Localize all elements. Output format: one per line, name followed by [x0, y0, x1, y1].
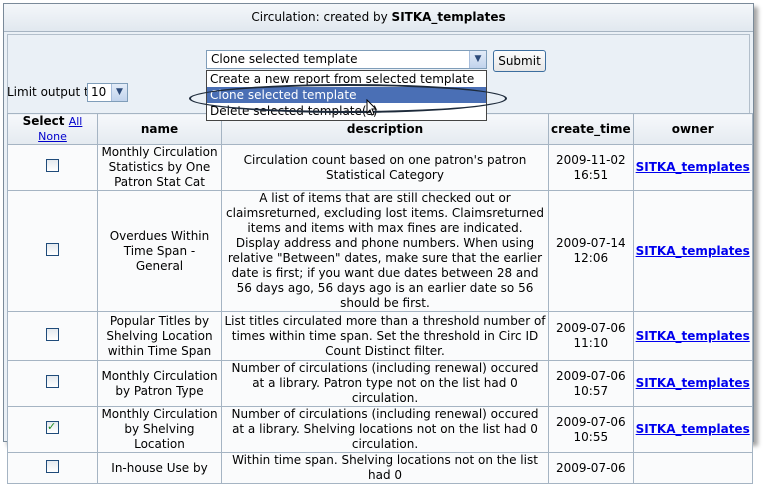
- row-description: List titles circulated more than a thres…: [221, 311, 549, 361]
- row-select-cell: [7, 311, 98, 361]
- owner-link[interactable]: SITKA_templates: [635, 243, 750, 258]
- table-row: Monthly Circulation by Patron Type Numbe…: [7, 360, 753, 407]
- select-all-link[interactable]: All: [68, 115, 83, 128]
- table-row: Monthly Circulation Statistics by One Pa…: [7, 144, 753, 191]
- owner-link[interactable]: SITKA_templates: [635, 160, 750, 174]
- templates-table: Select All None name description create_…: [7, 113, 753, 484]
- row-name: In-house Use by: [97, 452, 222, 484]
- header-select: Select All None: [7, 113, 98, 145]
- row-owner-cell: SITKA_templates: [632, 406, 753, 453]
- title-owner: SITKA_templates: [391, 10, 506, 24]
- select-none-link[interactable]: None: [38, 130, 67, 143]
- row-owner-cell: SITKA_templates: [632, 311, 753, 361]
- row-create-time: 2009-11-02 16:51: [548, 144, 634, 191]
- window-title: Circulation: created by SITKA_templates: [4, 4, 753, 32]
- row-owner-cell: SITKA_templates: [632, 360, 753, 407]
- header-name: name: [97, 113, 222, 145]
- row-create-time: 2009-07-06: [548, 452, 634, 484]
- row-select-cell: [7, 406, 98, 453]
- row-checkbox[interactable]: [46, 375, 59, 388]
- row-select-cell: [7, 190, 98, 312]
- row-description: A list of items that are still checked o…: [221, 190, 549, 312]
- row-owner-cell: [632, 452, 753, 484]
- dropdown-option-create[interactable]: Create a new report from selected templa…: [210, 72, 475, 86]
- row-create-time: 2009-07-14 12:06: [548, 190, 634, 312]
- owner-link[interactable]: SITKA_templates: [635, 328, 750, 343]
- row-name: Overdues Within Time Span - General: [97, 190, 222, 312]
- owner-link[interactable]: SITKA_templates: [635, 422, 750, 436]
- header-select-label: Select: [22, 114, 65, 128]
- row-name: Monthly Circulation Statistics by One Pa…: [97, 144, 222, 191]
- row-description: Within time span. Shelving locations not…: [221, 452, 549, 484]
- row-create-time: 2009-07-06 10:57: [548, 360, 634, 407]
- header-create-time: create_time: [548, 113, 634, 145]
- row-checkbox[interactable]: [46, 159, 59, 172]
- mouse-pointer-icon: [366, 99, 378, 116]
- row-create-time: 2009-07-06 10:55: [548, 406, 634, 453]
- row-name: Monthly Circulation by Shelving Location: [97, 406, 222, 453]
- row-description: Number of circulations (including renewa…: [221, 360, 549, 407]
- row-select-cell: [7, 144, 98, 191]
- row-checkbox[interactable]: [46, 419, 59, 434]
- row-owner-cell: SITKA_templates: [632, 144, 753, 191]
- limit-label: Limit output to: [7, 85, 97, 99]
- table-row: Monthly Circulation by Shelving Location…: [7, 406, 753, 453]
- limit-select-value: 10: [91, 85, 107, 99]
- row-name: Popular Titles by Shelving Location with…: [97, 311, 222, 361]
- table-row: Overdues Within Time Span - General A li…: [7, 190, 753, 312]
- row-description: Number of circulations (including renewa…: [221, 406, 549, 453]
- row-create-time: 2009-07-06 11:10: [548, 311, 634, 361]
- action-select-value: Clone selected template: [211, 52, 358, 66]
- row-checkbox[interactable]: [46, 327, 59, 341]
- title-prefix: Circulation: created by: [251, 10, 392, 24]
- table-row: Popular Titles by Shelving Location with…: [7, 311, 753, 361]
- chevron-down-icon[interactable]: ▼: [111, 84, 127, 101]
- limit-select[interactable]: 10 ▼: [87, 83, 128, 102]
- highlight-ellipse: [189, 84, 507, 113]
- row-name: Monthly Circulation by Patron Type: [97, 360, 222, 407]
- submit-button[interactable]: Submit: [493, 50, 546, 72]
- row-select-cell: [7, 452, 98, 484]
- row-checkbox[interactable]: [46, 459, 59, 473]
- row-select-cell: [7, 360, 98, 407]
- row-checkbox[interactable]: [46, 242, 59, 256]
- row-owner-cell: SITKA_templates: [632, 190, 753, 312]
- owner-link[interactable]: SITKA_templates: [635, 376, 750, 390]
- table-row: In-house Use by Within time span. Shelvi…: [7, 452, 753, 484]
- chevron-down-icon[interactable]: ▼: [469, 51, 486, 68]
- action-select[interactable]: Clone selected template ▼: [206, 50, 487, 69]
- row-description: Circulation count based on one patron's …: [221, 144, 549, 191]
- header-owner: owner: [632, 113, 753, 145]
- table-header-row: Select All None name description create_…: [7, 113, 753, 145]
